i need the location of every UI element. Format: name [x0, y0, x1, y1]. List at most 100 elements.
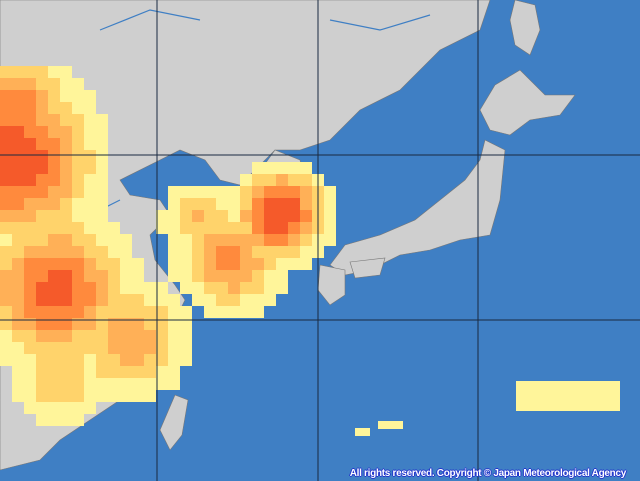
heat-cell — [72, 282, 84, 294]
heat-cell — [72, 150, 84, 162]
heat-cell — [324, 198, 336, 210]
heat-cell — [264, 210, 276, 222]
heat-cell — [204, 258, 216, 270]
heat-cell — [252, 294, 264, 306]
heat-cell — [216, 210, 228, 222]
heat-cell — [228, 294, 240, 306]
heat-cell — [204, 222, 216, 234]
heat-cell — [0, 330, 12, 342]
heat-cell — [120, 378, 132, 390]
heat-cell — [84, 342, 96, 354]
heat-cell — [36, 402, 48, 414]
heat-cell — [48, 138, 60, 150]
shikoku — [349, 257, 386, 279]
heat-cell — [48, 174, 60, 186]
heat-cell — [120, 234, 132, 246]
heat-cell — [0, 342, 12, 354]
copyright-text: All rights reserved. Copyright © Japan M… — [349, 468, 627, 479]
heat-cell — [132, 378, 144, 390]
heat-cell — [60, 102, 72, 114]
heat-cell — [60, 198, 72, 210]
heat-cell — [60, 246, 72, 258]
heat-cell — [48, 198, 60, 210]
heat-cell — [84, 318, 96, 330]
heat-cell — [264, 162, 276, 174]
heat-cell — [168, 198, 180, 210]
heat-cell — [276, 282, 288, 294]
heat-cell — [180, 258, 192, 270]
heat-cell — [36, 342, 48, 354]
heat-cell — [264, 258, 276, 270]
heat-cell — [156, 282, 168, 294]
heat-cell — [276, 198, 288, 210]
heat-cell — [120, 390, 132, 402]
heat-cell — [24, 306, 36, 318]
heat-cell — [276, 210, 288, 222]
heat-cell — [60, 306, 72, 318]
heat-cell — [144, 282, 156, 294]
heat-cell — [108, 270, 120, 282]
heat-cell — [12, 222, 24, 234]
heat-cell — [0, 246, 12, 258]
heat-cell — [12, 162, 24, 174]
heat-cell — [300, 258, 312, 270]
heat-cell — [120, 318, 132, 330]
heat-cell — [180, 222, 192, 234]
heat-cell — [84, 126, 96, 138]
heat-cell — [72, 318, 84, 330]
heat-cell — [144, 354, 156, 366]
heat-cell — [0, 234, 12, 246]
heat-cell — [12, 318, 24, 330]
heat-cell — [84, 90, 96, 102]
heat-cell — [84, 258, 96, 270]
heat-cell — [12, 330, 24, 342]
heat-cell — [36, 234, 48, 246]
heat-cell — [36, 210, 48, 222]
heat-cell — [36, 270, 48, 282]
heat-cell — [36, 174, 48, 186]
heat-cell — [36, 258, 48, 270]
heat-cell — [60, 342, 72, 354]
heat-cell — [192, 198, 204, 210]
heat-cell — [60, 282, 72, 294]
heat-cell — [24, 234, 36, 246]
heat-cell — [48, 330, 60, 342]
heat-cell — [192, 186, 204, 198]
heat-cell — [96, 330, 108, 342]
heat-cell — [0, 198, 12, 210]
heat-cell — [12, 126, 24, 138]
heat-cell — [180, 210, 192, 222]
heat-cell — [180, 330, 192, 342]
heat-cell — [96, 378, 108, 390]
heat-cell — [36, 138, 48, 150]
heat-cell — [264, 270, 276, 282]
heat-cell — [60, 162, 72, 174]
heat-cell — [12, 198, 24, 210]
heat-cell — [12, 210, 24, 222]
heat-cell — [0, 294, 12, 306]
heat-cell — [240, 258, 252, 270]
heat-cell — [36, 318, 48, 330]
heat-cell — [72, 258, 84, 270]
heat-cell — [24, 78, 36, 90]
heat-cell — [0, 78, 12, 90]
heat-cell — [276, 162, 288, 174]
heat-cell — [276, 234, 288, 246]
heat-cell — [144, 378, 156, 390]
heat-cell — [48, 258, 60, 270]
heat-cell — [12, 258, 24, 270]
heat-cell — [108, 330, 120, 342]
heat-cell — [192, 246, 204, 258]
heat-cell — [96, 222, 108, 234]
heat-cell — [276, 258, 288, 270]
heat-cell — [84, 366, 96, 378]
heat-cell — [156, 294, 168, 306]
heat-cell — [84, 390, 96, 402]
heat-cell — [240, 198, 252, 210]
heat-cell — [108, 366, 120, 378]
heat-cell — [276, 246, 288, 258]
heat-cell — [96, 150, 108, 162]
heat-cell — [132, 258, 144, 270]
heat-cell — [72, 246, 84, 258]
heat-cell — [168, 354, 180, 366]
